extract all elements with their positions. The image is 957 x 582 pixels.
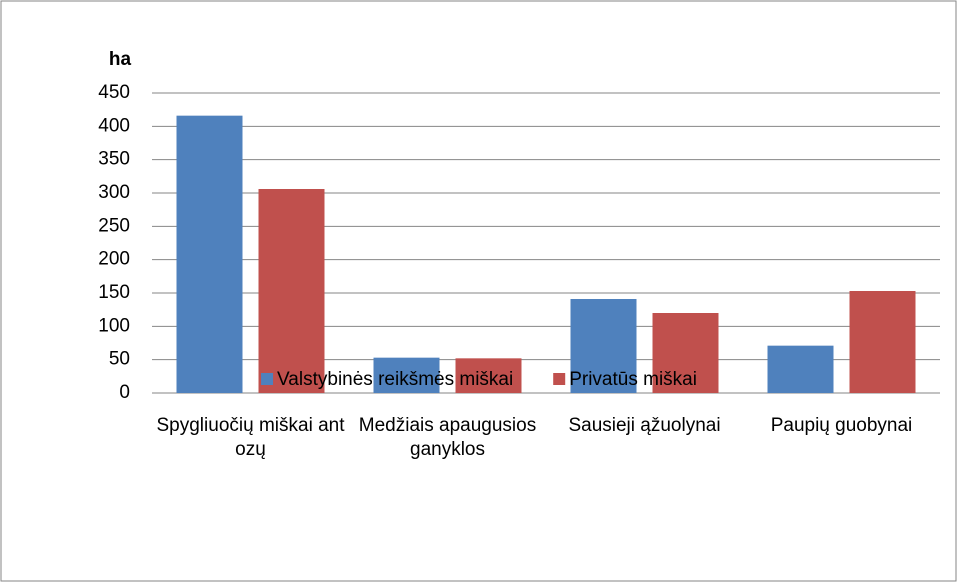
y-tick-label: 200 [98,249,130,270]
y-tick-label: 50 [109,349,130,370]
legend-swatch [553,373,566,385]
y-axis-label: ha [109,49,132,70]
bar [176,115,243,394]
y-tick-label: 150 [98,282,130,303]
y-tick-label: 300 [98,182,130,203]
bar [570,299,637,393]
legend-label: Valstybinės reikšmės miškai [277,369,513,390]
y-tick-label: 450 [98,82,130,103]
x-tick-label: Medžiais apaugusios ganyklos [358,415,537,460]
bar [455,358,522,393]
bar [767,345,834,393]
y-tick-label: 250 [98,215,130,236]
x-tick-label: Paupių guobynai [770,415,913,436]
y-tick-label: 350 [98,149,130,170]
bar [652,313,719,393]
x-tick-label: Sausieji ąžuolynai [568,415,721,436]
y-tick-label: 400 [98,115,130,136]
bar [373,357,440,393]
x-tick-label: Spygliuočių miškai ant ozų [156,415,345,460]
bar [258,189,325,393]
legend-label: Privatūs miškai [569,369,697,390]
bar [849,291,916,393]
y-tick-label: 100 [98,315,130,336]
legend-swatch [261,373,274,385]
y-tick-label: 0 [119,382,130,403]
